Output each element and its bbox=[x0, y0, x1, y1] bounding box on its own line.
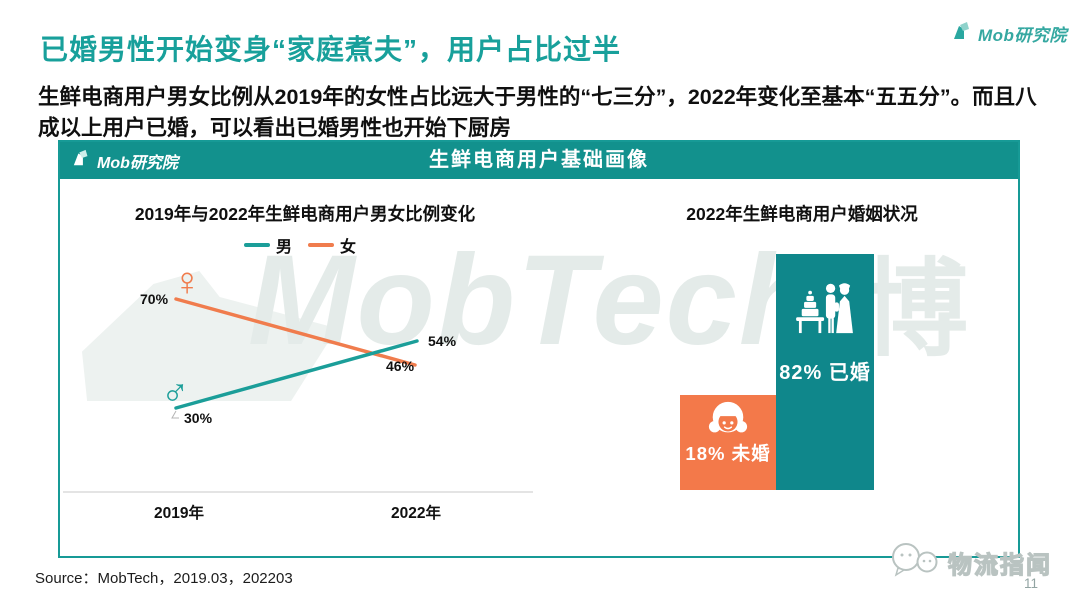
mob-logo-icon bbox=[952, 20, 974, 47]
brand-logo: Mob研究院 bbox=[952, 20, 1067, 47]
source-note: Source：MobTech，2019.03，202203 bbox=[35, 570, 293, 587]
infographic-card: Mob研究院 生鲜电商用户基础画像 MobTech 博 2019年与2022年生… bbox=[58, 140, 1020, 558]
watermark-text: MobTech bbox=[248, 229, 819, 372]
wedding-couple-icon bbox=[795, 280, 855, 339]
unmarried-bar-label: 18% 未婚 bbox=[685, 443, 771, 464]
legend-male-label: 男 bbox=[275, 239, 292, 256]
legend-item-female: 女 bbox=[308, 233, 356, 257]
unmarried-bar: 18% 未婚 bbox=[680, 395, 776, 490]
x-axis-label-2019: 2019年 bbox=[154, 505, 204, 522]
male-series-line bbox=[174, 339, 419, 410]
bottom-watermark-label: 物流指闻 bbox=[947, 551, 1052, 579]
watermark-text-cn: 博 bbox=[862, 251, 968, 369]
card-logo-label: Mob研究院 bbox=[97, 154, 178, 172]
married-bar-label: 82% 已婚 bbox=[779, 362, 871, 384]
female-symbol-icon: ♀ bbox=[172, 260, 202, 304]
brand-logo-label: Mob研究院 bbox=[978, 26, 1067, 45]
bar-chart-title: 2022年生鲜电商用户婚姻状况 bbox=[686, 204, 918, 224]
male-symbol-icon: ♂ bbox=[161, 371, 190, 413]
female-2019-value-label: 70% bbox=[140, 291, 169, 307]
female-series-line bbox=[174, 297, 417, 367]
line-chart-plot bbox=[63, 297, 533, 493]
male-label-leader-line bbox=[171, 410, 179, 419]
bottom-watermark: 物流指闻 bbox=[886, 541, 1052, 584]
card-header-title: 生鲜电商用户基础画像 bbox=[429, 149, 649, 171]
female-legend-dash-icon bbox=[308, 243, 334, 247]
line-chart-title: 2019年与2022年生鲜电商用户男女比例变化 bbox=[134, 204, 476, 224]
card-body: MobTech 博 2019年与2022年生鲜电商用户男女比例变化 男 女 ♀ … bbox=[60, 179, 1018, 558]
male-2019-value-label: 30% bbox=[184, 410, 213, 426]
male-legend-dash-icon bbox=[243, 243, 270, 247]
card-header: Mob研究院 生鲜电商用户基础画像 bbox=[60, 142, 1018, 179]
male-2022-value-label: 54% bbox=[428, 333, 457, 349]
girl-face-icon bbox=[707, 399, 749, 446]
page-number: 11 bbox=[1024, 576, 1039, 591]
married-bar: 82% 已婚 bbox=[776, 254, 874, 490]
card-logo: Mob研究院 bbox=[72, 148, 178, 173]
legend-item-male: 男 bbox=[243, 233, 292, 257]
page-subtitle: 生鲜电商用户男女比例从2019年的女性占比远大于男性的“七三分”，2022年变化… bbox=[38, 85, 1037, 140]
x-axis-label-2022: 2022年 bbox=[391, 505, 441, 522]
line-chart-legend: 男 女 bbox=[60, 233, 540, 257]
page-title: 已婚男性开始变身“家庭煮夫”，用户占比过半 bbox=[40, 34, 622, 65]
chat-bubbles-icon bbox=[886, 541, 944, 584]
female-2022-value-label: 46% bbox=[386, 358, 415, 374]
mob-logo-icon-white bbox=[72, 148, 92, 173]
legend-female-label: 女 bbox=[340, 239, 357, 256]
